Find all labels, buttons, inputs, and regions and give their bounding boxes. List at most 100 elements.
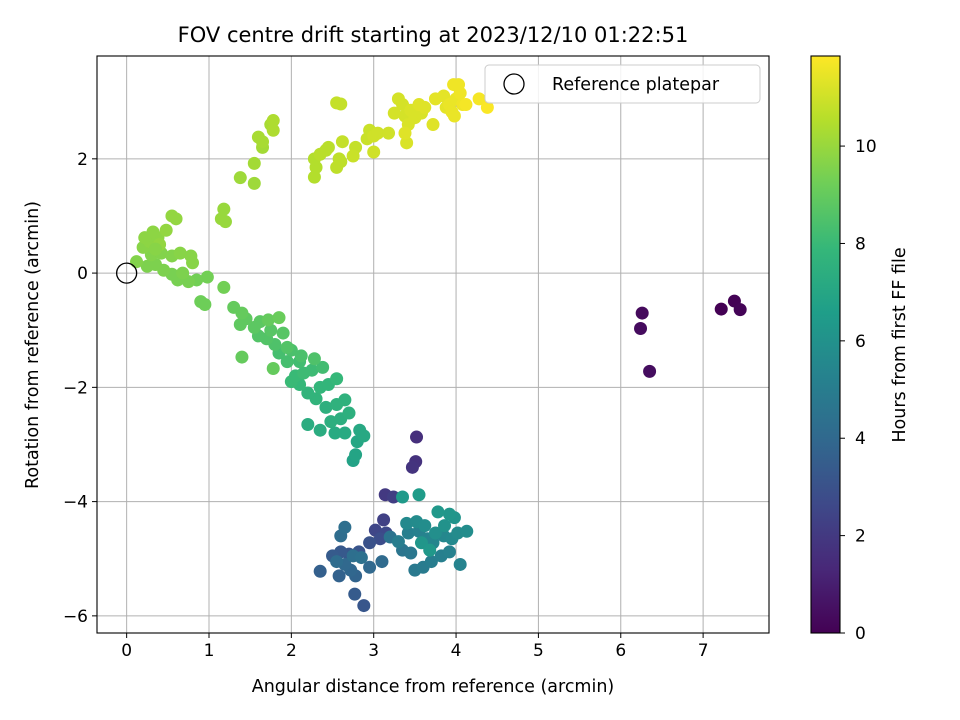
y-tick-label: −6 bbox=[63, 607, 88, 627]
data-point bbox=[266, 123, 280, 137]
data-point bbox=[714, 302, 728, 316]
plot-frame bbox=[96, 55, 770, 634]
colorbar-tick-label: 8 bbox=[855, 234, 866, 254]
data-point bbox=[447, 109, 461, 123]
data-point bbox=[472, 92, 486, 106]
data-point bbox=[261, 313, 275, 327]
data-point bbox=[186, 256, 200, 270]
data-point bbox=[375, 555, 389, 569]
legend-box bbox=[484, 64, 761, 104]
data-point bbox=[305, 363, 319, 377]
data-point bbox=[266, 361, 280, 375]
data-point bbox=[235, 350, 249, 364]
data-point bbox=[217, 280, 231, 294]
data-point bbox=[398, 126, 412, 140]
colorbar-tick-label: 4 bbox=[855, 429, 866, 449]
x-tick-label: 2 bbox=[286, 641, 297, 661]
data-point bbox=[382, 126, 396, 140]
data-point bbox=[452, 78, 466, 92]
data-point bbox=[460, 524, 474, 538]
legend-marker-icon bbox=[503, 73, 525, 95]
data-point bbox=[301, 417, 315, 431]
plot-area: 0 1 2 3 4 5 6 7 −6 −4 −2 0 2 bbox=[63, 55, 770, 661]
data-point bbox=[338, 520, 352, 534]
colorbar-tick-label: 6 bbox=[855, 332, 866, 352]
data-point bbox=[301, 386, 315, 400]
data-point bbox=[247, 156, 261, 170]
y-axis-ticks: −6 −4 −2 0 2 bbox=[63, 150, 97, 627]
legend-entry-reference: Reference platepar bbox=[552, 75, 720, 95]
x-axis-ticks: 0 1 2 3 4 5 6 7 bbox=[121, 633, 709, 661]
data-point bbox=[280, 355, 294, 369]
data-point bbox=[363, 560, 377, 574]
data-point bbox=[233, 318, 247, 332]
data-point bbox=[330, 372, 344, 386]
data-point bbox=[334, 97, 348, 111]
data-point bbox=[342, 406, 356, 420]
data-point bbox=[330, 555, 344, 569]
y-tick-label: −4 bbox=[63, 493, 88, 513]
data-point bbox=[373, 532, 387, 546]
reference-platepar-marker bbox=[115, 262, 138, 284]
chart-title: FOV centre drift starting at 2023/12/10 … bbox=[178, 23, 689, 47]
data-point bbox=[404, 546, 418, 560]
data-point bbox=[412, 488, 426, 502]
data-point bbox=[272, 311, 286, 325]
data-point bbox=[459, 98, 473, 112]
data-point bbox=[357, 599, 371, 613]
data-point bbox=[217, 202, 231, 216]
data-point bbox=[418, 100, 432, 114]
data-point bbox=[349, 448, 363, 462]
data-point bbox=[371, 126, 385, 140]
data-point bbox=[198, 298, 212, 312]
data-point bbox=[346, 149, 360, 163]
data-point bbox=[357, 429, 371, 443]
data-point bbox=[367, 145, 381, 159]
data-point bbox=[387, 106, 401, 120]
data-point bbox=[173, 246, 187, 260]
data-point bbox=[313, 423, 327, 437]
colorbar-ticks: 0 2 4 6 8 10 bbox=[840, 137, 877, 644]
data-point bbox=[200, 270, 214, 284]
data-point bbox=[140, 259, 154, 273]
data-point bbox=[176, 266, 190, 280]
data-point bbox=[319, 143, 333, 157]
data-point bbox=[307, 352, 321, 366]
colorbar: 0 2 4 6 8 10 Hours from first FF file bbox=[810, 55, 910, 644]
data-point bbox=[233, 171, 247, 185]
x-axis-label: Angular distance from reference (arcmin) bbox=[252, 677, 615, 697]
data-point bbox=[335, 135, 349, 149]
data-point bbox=[266, 114, 280, 128]
data-point bbox=[324, 415, 338, 429]
data-point bbox=[414, 536, 428, 550]
data-point bbox=[423, 543, 437, 557]
data-point bbox=[256, 135, 270, 149]
colorbar-fill bbox=[811, 56, 840, 633]
data-point bbox=[426, 118, 440, 132]
y-tick-label: −2 bbox=[63, 378, 88, 398]
data-point bbox=[332, 152, 346, 166]
data-point bbox=[313, 564, 327, 578]
data-point bbox=[410, 430, 424, 444]
x-tick-label: 4 bbox=[451, 641, 462, 661]
y-tick-label: 0 bbox=[77, 264, 88, 284]
x-tick-label: 0 bbox=[121, 641, 132, 661]
data-point bbox=[146, 225, 160, 239]
x-tick-label: 7 bbox=[698, 641, 709, 661]
data-point bbox=[218, 215, 232, 229]
data-point bbox=[247, 176, 261, 190]
data-point bbox=[400, 516, 414, 530]
data-point bbox=[348, 587, 362, 601]
data-point bbox=[338, 393, 352, 407]
data-point bbox=[424, 555, 438, 569]
data-point bbox=[338, 426, 352, 440]
x-tick-label: 1 bbox=[204, 641, 215, 661]
colorbar-label: Hours from first FF file bbox=[890, 247, 910, 442]
data-point bbox=[377, 513, 391, 527]
data-point bbox=[235, 306, 249, 320]
colorbar-tick-label: 0 bbox=[855, 624, 866, 644]
data-point bbox=[453, 557, 467, 571]
data-point bbox=[169, 212, 183, 226]
data-point bbox=[418, 519, 432, 533]
